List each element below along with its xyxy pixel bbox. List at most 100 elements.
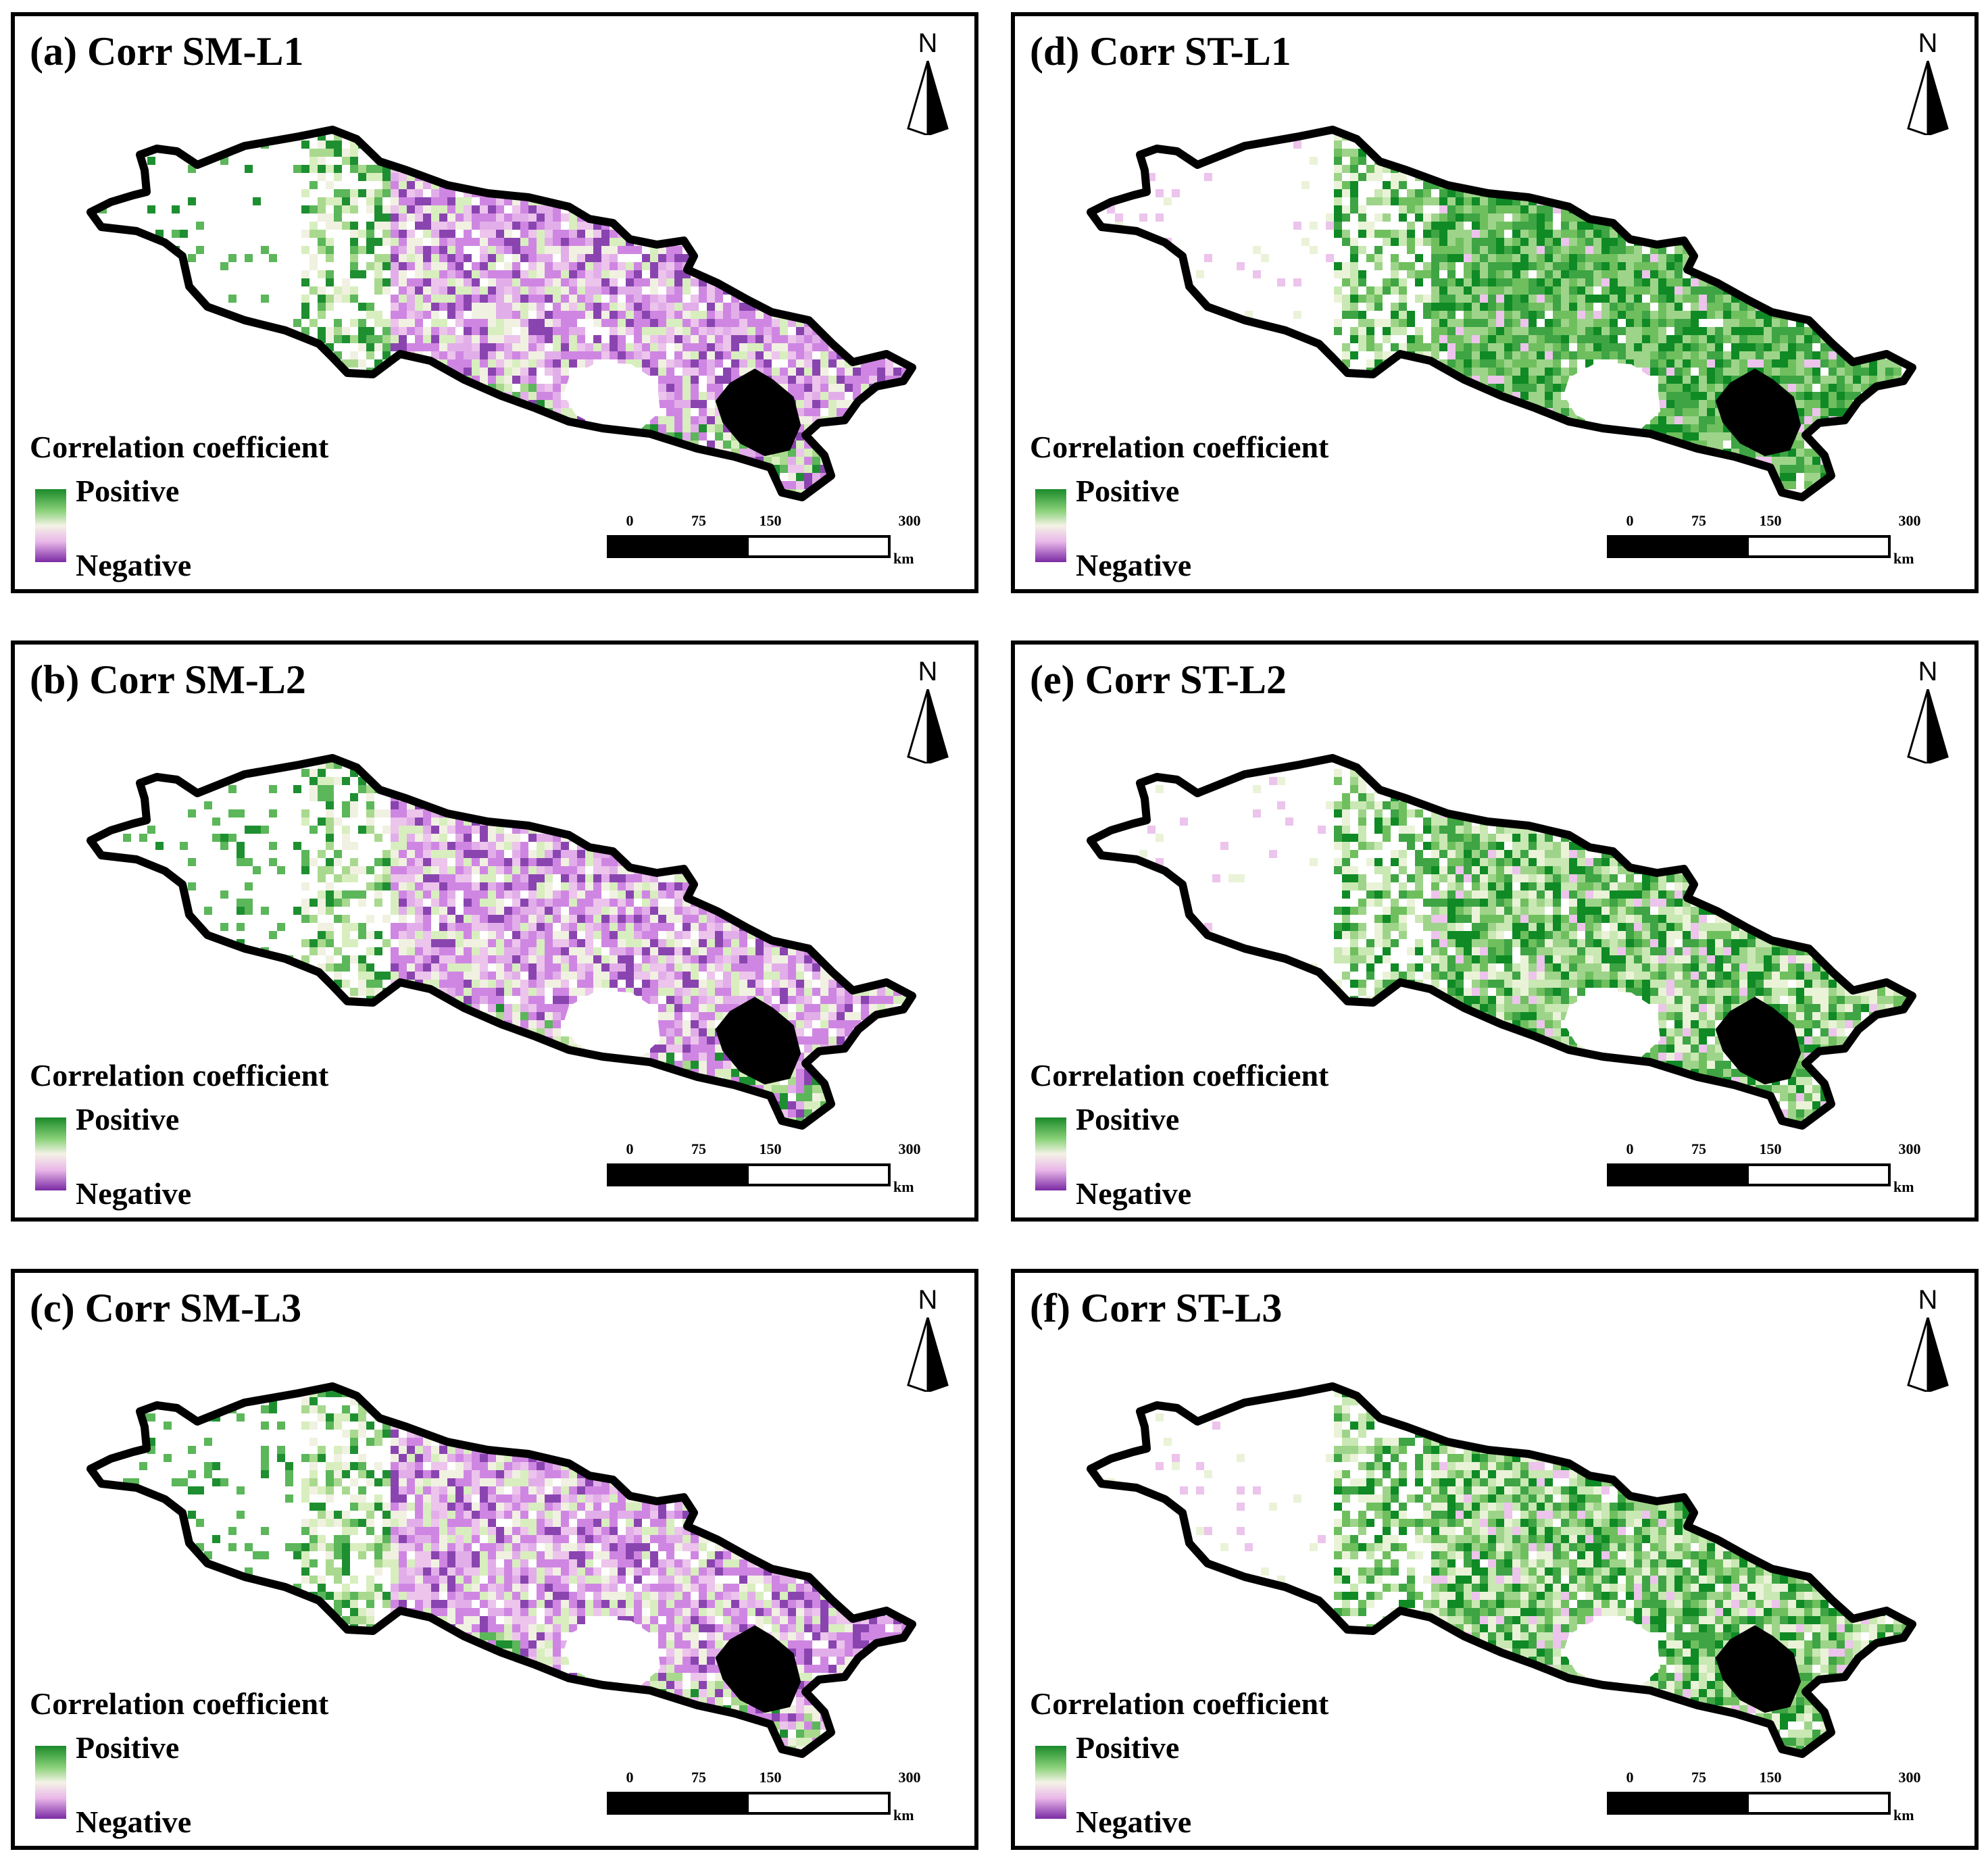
correlation-map [86,126,916,501]
map-panel: (c) Corr SM-L3 N Correlation coefficient Po… [11,1269,978,1850]
raster-cells [1107,132,1902,489]
legend-title: Correlation coefficient [1030,1058,1329,1092]
legend-negative-label: Negative [1076,548,1192,582]
scale-tick-label: 150 [1759,512,1782,529]
legend-positive-label: Positive [76,1730,180,1765]
north-arrow: N [904,1286,951,1394]
legend-title: Correlation coefficient [1030,430,1329,464]
north-arrow: N [1904,658,1952,766]
panel-title: (e) Corr ST-L2 [1030,657,1287,702]
correlation-map [1087,1382,1916,1758]
legend-positive-label: Positive [76,1102,180,1136]
legend-title: Correlation coefficient [30,1686,329,1721]
scale-tick-label: 0 [1626,1769,1634,1786]
legend-negative-label: Negative [1076,1176,1192,1211]
masked-area [715,1625,801,1713]
correlation-map [86,1382,916,1758]
lake-area [1564,362,1660,430]
north-arrow: N [1904,30,1952,138]
scale-bar [1607,1163,1891,1186]
legend-positive-label: Positive [1076,1102,1180,1136]
north-arrow-icon [907,689,949,763]
scale-bar-fill [610,538,749,555]
region-outline [86,1382,916,1758]
scale-tick-label: 75 [1691,1769,1706,1786]
north-label: N [1918,1285,1938,1315]
lake-area [564,1619,660,1686]
scale-bar [1607,535,1891,558]
scale-tick-label: 0 [1626,512,1634,529]
legend-color-ramp [35,489,66,562]
legend-positive-label: Positive [1076,1730,1180,1765]
region-outline [1087,754,1916,1130]
north-arrow: N [904,30,951,138]
north-arrow-icon [1907,689,1949,763]
scale-tick-label: 300 [1898,1140,1921,1157]
scale-tick-label: 150 [1759,1140,1782,1157]
map-panel: (b) Corr SM-L2 N Correlation coefficient Po… [11,640,978,1222]
north-arrow-icon [907,1317,949,1392]
map-panel: (e) Corr ST-L2 N Correlation coefficient Po… [1011,640,1979,1222]
scale-unit: km [1893,1807,1914,1824]
legend-positive-label: Positive [1076,474,1180,508]
legend-negative-label: Negative [76,548,192,582]
map-panel: (f) Corr ST-L3 N Correlation coefficient Po… [1011,1269,1979,1850]
legend-color-ramp [1035,489,1066,562]
correlation-map [1087,126,1916,501]
masked-area [715,997,801,1085]
scale-bar [607,535,891,558]
raster-cells [123,1389,910,1754]
legend-color-ramp [1035,1117,1066,1190]
masked-area [1715,1625,1801,1713]
legend-title: Correlation coefficient [30,430,329,464]
region-outline [1087,126,1916,501]
north-label: N [918,657,938,686]
north-arrow-icon [1907,61,1949,135]
scale-tick-label: 0 [626,1140,634,1157]
lake-area [564,362,660,430]
scale-unit: km [1893,550,1914,567]
legend-title: Correlation coefficient [1030,1686,1329,1721]
panel-title: (f) Corr ST-L3 [1030,1286,1283,1330]
legend-negative-label: Negative [76,1805,192,1839]
legend-negative-label: Negative [1076,1805,1192,1839]
scale-bar-fill [1610,1166,1749,1184]
legend-color-ramp [1035,1746,1066,1819]
panel-title: (b) Corr SM-L2 [30,657,306,702]
scale-bar-fill [610,1794,749,1812]
scale-bar [1607,1792,1891,1815]
legend-negative-label: Negative [76,1176,192,1211]
scale-tick-label: 0 [626,1769,634,1786]
north-label: N [1918,28,1938,58]
scale-bar-fill [1610,538,1749,555]
scale-bar [607,1792,891,1815]
legend-title: Correlation coefficient [30,1058,329,1092]
masked-area [1715,997,1801,1085]
scale-tick-label: 300 [1898,1769,1921,1786]
scale-tick-label: 75 [691,1769,706,1786]
masked-area [715,368,801,457]
north-arrow: N [1904,1286,1952,1394]
scale-tick-label: 150 [759,1140,782,1157]
scale-bar-fill [1610,1794,1749,1812]
scale-bar [607,1163,891,1186]
scale-tick-label: 300 [1898,512,1921,529]
scale-tick-label: 0 [1626,1140,1634,1157]
scale-tick-label: 75 [1691,512,1706,529]
masked-area [1715,368,1801,457]
map-panel: (a) Corr SM-L1 N Correlation coefficient Po… [11,12,978,593]
scale-unit: km [893,550,914,567]
scale-unit: km [1893,1178,1914,1195]
north-arrow-icon [1907,1317,1949,1392]
lake-area [1564,990,1660,1058]
legend-positive-label: Positive [76,474,180,508]
scale-tick-label: 0 [626,512,634,529]
legend-color-ramp [35,1117,66,1190]
region-outline [1087,1382,1916,1758]
scale-tick-label: 300 [898,512,921,529]
panel-title: (d) Corr ST-L1 [1030,29,1291,74]
scale-tick-label: 150 [759,1769,782,1786]
scale-tick-label: 75 [691,512,706,529]
scale-unit: km [893,1807,914,1824]
map-panel: (d) Corr ST-L1 N Correlation coefficient Po… [1011,12,1979,593]
